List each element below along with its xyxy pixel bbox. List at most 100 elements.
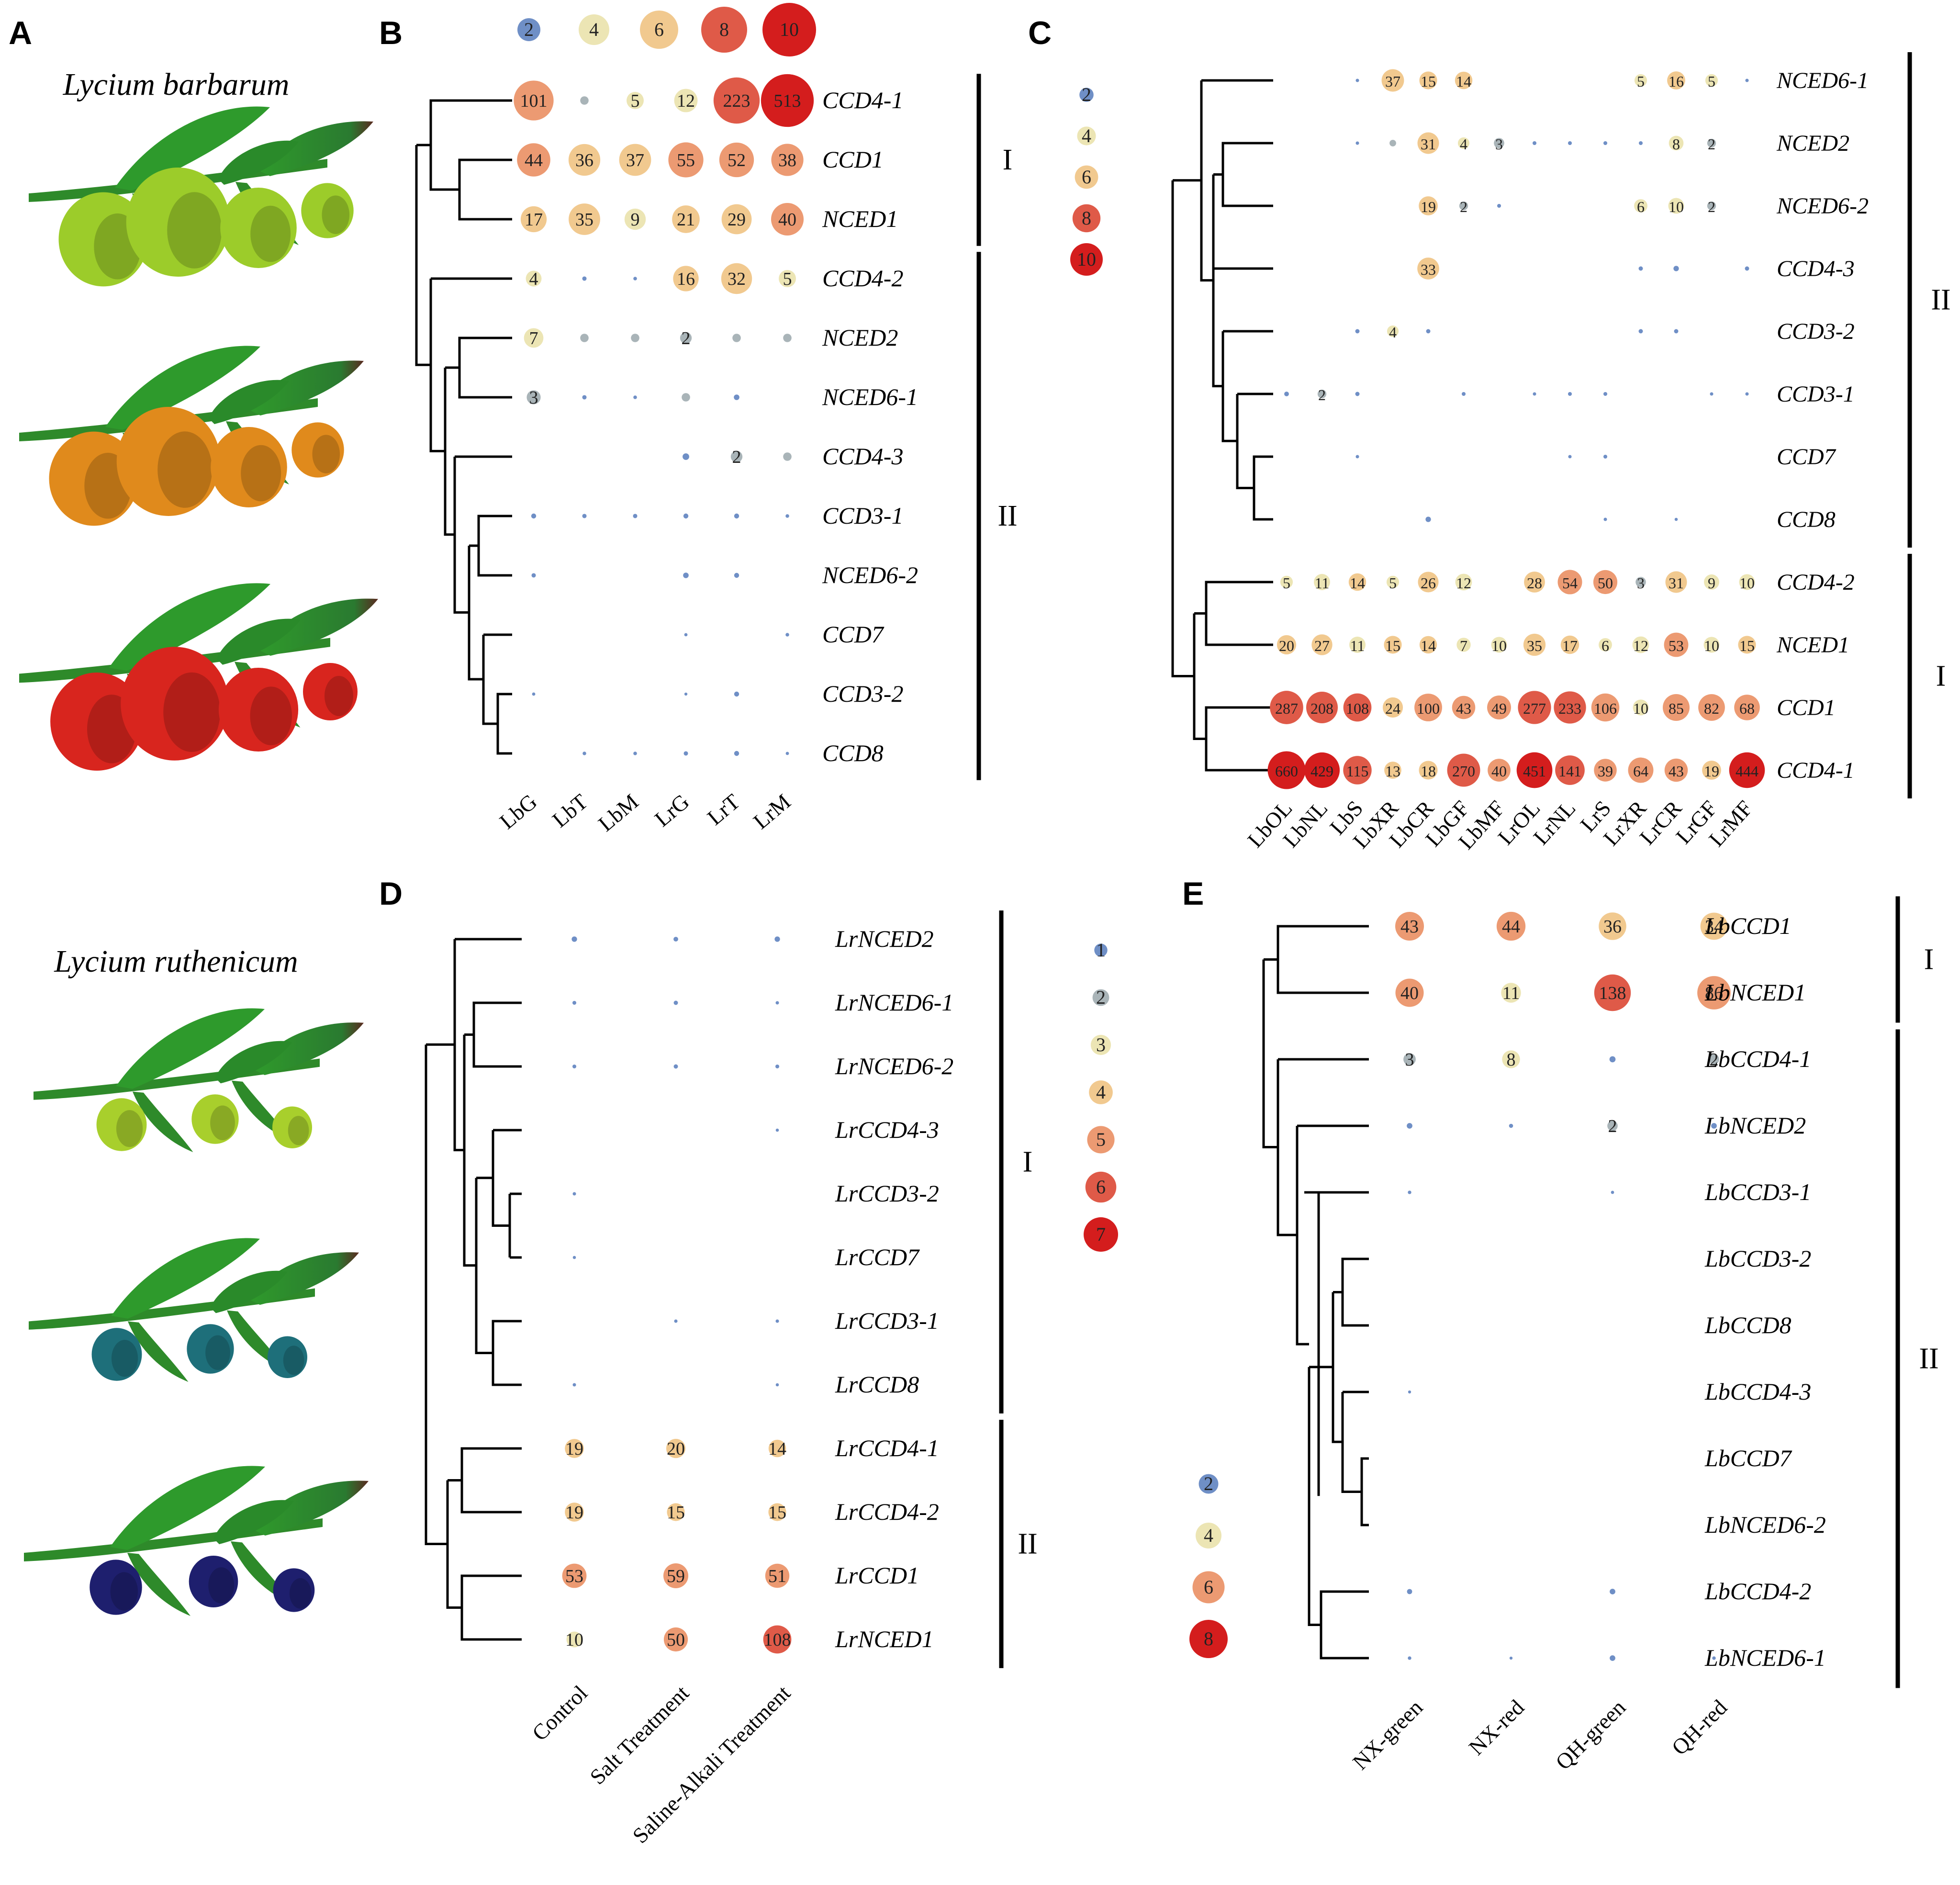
bubble: [619, 144, 651, 176]
bubble-label: 660: [1275, 763, 1298, 780]
legend-bubble: [1070, 243, 1103, 276]
legend-bubble: [1198, 1474, 1219, 1494]
gene-label: CCD3-1: [1777, 381, 1855, 407]
bubble: [1348, 573, 1366, 591]
bubble: [1593, 570, 1618, 595]
bubble: [1705, 74, 1718, 87]
bubble-label: 4: [529, 269, 538, 289]
bubble: [775, 1319, 779, 1323]
berry: [291, 422, 344, 478]
tree-branch: [1341, 1257, 1369, 1327]
berry-branch-lb-red: [19, 583, 378, 771]
berry: [96, 1098, 147, 1151]
bubble: [779, 270, 796, 287]
category-label: NX-red: [1464, 1695, 1529, 1760]
bubble: [1389, 140, 1396, 146]
bubble-label: 55: [677, 150, 695, 170]
bubble-label: 15: [1739, 637, 1755, 654]
bubble: [734, 751, 739, 756]
bubble-label: 12: [1456, 574, 1471, 592]
bubble: [1387, 325, 1399, 337]
legend-bubble: [1192, 1571, 1225, 1604]
legend-label: 10: [780, 19, 799, 40]
bubble-label: 10: [1739, 574, 1755, 592]
bubble: [1516, 752, 1553, 788]
bubble: [565, 1439, 584, 1458]
bubble-label: 53: [565, 1566, 583, 1586]
tree-branch: [1212, 269, 1223, 388]
berry: [50, 673, 144, 771]
bubble-label: 8: [1507, 1050, 1516, 1070]
bubble: [1591, 693, 1620, 722]
bubble: [1700, 912, 1728, 940]
bubble: [633, 395, 637, 399]
bubble: [673, 266, 699, 292]
species-label-barbarum: Lycium barbarum: [63, 67, 290, 102]
bubble: [1456, 638, 1471, 652]
category-label: LrM: [749, 789, 795, 834]
bubble: [1408, 1390, 1411, 1394]
leaf: [249, 1252, 359, 1305]
bubble: [771, 202, 804, 236]
bubble-label: 16: [1669, 73, 1684, 90]
bubble-label: 208: [1310, 700, 1333, 717]
leaf: [115, 106, 270, 191]
bubble: [1610, 1655, 1615, 1661]
bubble: [1664, 632, 1689, 657]
berry-shade: [325, 676, 353, 716]
bubble: [624, 208, 646, 230]
legend-bubble: [1075, 165, 1098, 189]
bubble: [633, 277, 637, 281]
bubble-label: 20: [1279, 637, 1294, 654]
bubble: [1568, 455, 1572, 459]
legend-bubble: [1077, 126, 1096, 146]
bubble: [663, 1563, 689, 1589]
category-label: LrT: [703, 789, 745, 830]
bubble-label: 59: [667, 1566, 685, 1586]
gene-label: NCED6-2: [822, 561, 918, 588]
bubble: [1532, 141, 1537, 146]
tree-branch: [446, 1479, 462, 1609]
bubble: [1487, 696, 1511, 719]
category-label: LrG: [650, 789, 694, 831]
berry: [218, 668, 299, 752]
bubble: [775, 1001, 779, 1005]
bubble-label: 39: [1598, 763, 1613, 780]
bubble: [1502, 1050, 1520, 1068]
bubble-label: 26: [1421, 574, 1436, 592]
leaf: [258, 121, 373, 176]
bubble-label: 50: [1598, 574, 1613, 592]
legend-label: 4: [1082, 125, 1091, 146]
bubble-label: 53: [1669, 637, 1684, 654]
gene-label: NCED1: [822, 205, 898, 232]
berry-shade: [312, 435, 340, 473]
legend-bubble: [1079, 88, 1094, 102]
bubble-label: 2: [1710, 1050, 1719, 1070]
bubble: [1343, 693, 1372, 722]
legend-bubble: [1085, 1171, 1117, 1203]
category-label: LbG: [495, 789, 541, 834]
bubble-label: 36: [1603, 917, 1622, 937]
legend-label: 3: [1096, 1034, 1106, 1055]
bubble: [1418, 572, 1439, 593]
bubble: [633, 752, 637, 755]
berry-shade: [241, 445, 281, 502]
bubble: [1306, 691, 1338, 724]
bubble: [684, 692, 688, 696]
bubble: [1634, 199, 1647, 213]
leaf: [218, 140, 299, 185]
tree-branch: [444, 366, 459, 536]
bubble: [1697, 976, 1731, 1010]
bubble-label: 19: [565, 1439, 583, 1459]
berry-shade: [110, 1572, 138, 1611]
legend-label: 6: [1096, 1176, 1106, 1198]
leaf: [213, 1500, 294, 1544]
gene-label: CCD3-2: [1777, 319, 1855, 344]
gene-label: CCD4-3: [822, 443, 903, 470]
bubble: [1632, 636, 1649, 653]
bubble-label: 100: [1417, 700, 1440, 717]
legend-bubble: [701, 7, 747, 53]
bubble: [1384, 762, 1401, 779]
bubble: [674, 1319, 678, 1323]
bubble-label: 52: [728, 150, 746, 170]
